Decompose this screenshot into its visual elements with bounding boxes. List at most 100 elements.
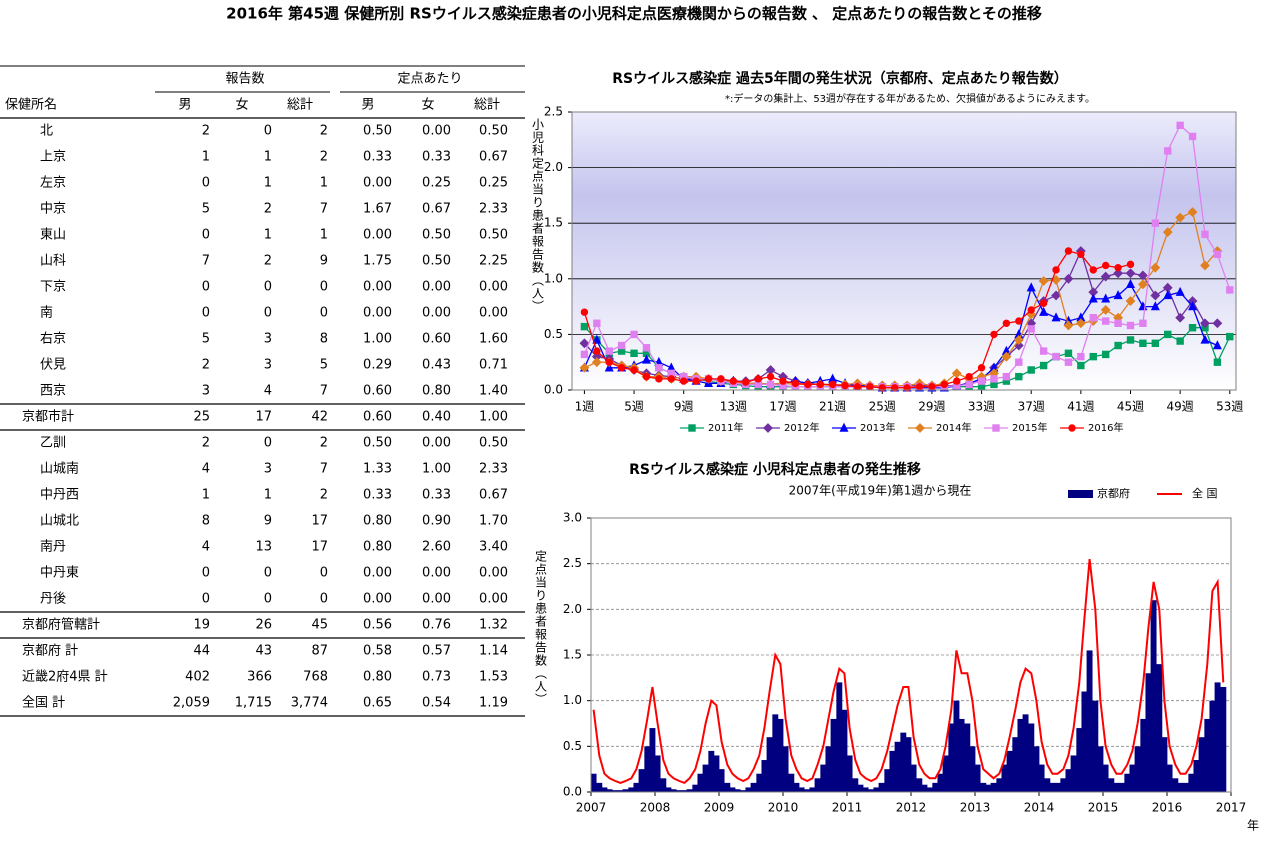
cell: 5 xyxy=(202,332,210,347)
bar xyxy=(1038,764,1045,792)
x-tick-label: 9週 xyxy=(674,400,694,414)
bar xyxy=(681,790,688,792)
cell: 366 xyxy=(247,670,272,685)
point xyxy=(779,377,787,385)
cell: 0.60 xyxy=(363,410,392,425)
y-tick-label: 2.0 xyxy=(544,160,563,174)
cell: 0.67 xyxy=(479,150,508,165)
series-line xyxy=(584,211,1218,387)
cell: 2 xyxy=(264,254,272,269)
point xyxy=(1175,312,1186,323)
point xyxy=(1077,250,1085,259)
bar xyxy=(1198,737,1205,792)
cell: 3 xyxy=(202,384,210,399)
bar xyxy=(798,787,805,792)
bar xyxy=(1065,769,1072,792)
cell: 0.60 xyxy=(363,384,392,399)
point xyxy=(1113,290,1123,300)
row-name: 山城南 xyxy=(40,461,79,477)
row-name: 京都市計 xyxy=(22,409,74,425)
y-tick-label: 0.5 xyxy=(563,739,582,753)
bar xyxy=(900,732,907,792)
point xyxy=(953,377,961,385)
point xyxy=(1150,301,1160,311)
row-name: 中丹東 xyxy=(40,565,79,581)
point xyxy=(1163,290,1173,300)
cell: 0.33 xyxy=(363,488,392,503)
bar xyxy=(772,714,779,792)
bar xyxy=(1092,700,1099,792)
point xyxy=(1064,358,1073,366)
point xyxy=(1200,334,1210,344)
bar xyxy=(809,787,816,792)
cell: 13 xyxy=(255,540,272,555)
y-axis-label: 小児科定点当り患者報告数（人） xyxy=(531,118,545,313)
point xyxy=(828,380,837,389)
point xyxy=(853,382,862,391)
bar xyxy=(1060,778,1067,792)
point xyxy=(1200,260,1210,271)
point xyxy=(915,382,924,391)
point xyxy=(1089,266,1097,274)
point xyxy=(1039,347,1048,355)
cell: 0 xyxy=(202,592,210,607)
cell: 0.00 xyxy=(363,306,392,321)
bar xyxy=(814,778,821,792)
y-tick-label: 2.5 xyxy=(563,556,582,570)
bar xyxy=(905,737,912,792)
row-name: 京都府管轄計 xyxy=(22,617,100,633)
legend-label: 2011年 xyxy=(708,421,743,434)
cell: 43 xyxy=(255,644,272,659)
point xyxy=(890,384,899,392)
cell: 0.33 xyxy=(422,488,451,503)
bar xyxy=(1166,764,1173,792)
point xyxy=(729,377,738,385)
bar xyxy=(1081,691,1088,792)
bar xyxy=(1076,728,1083,792)
bar xyxy=(660,778,667,792)
cell: 0.00 xyxy=(363,566,392,581)
point xyxy=(1027,306,1035,314)
point xyxy=(605,347,613,355)
point xyxy=(804,380,812,389)
point xyxy=(791,379,800,388)
y-tick-label: 1.5 xyxy=(563,648,582,662)
plot-frame xyxy=(571,111,1237,391)
bar xyxy=(1134,746,1141,792)
cell: 0.50 xyxy=(422,254,451,269)
cell: 0 xyxy=(320,592,328,607)
point xyxy=(1176,337,1184,345)
cell: 0 xyxy=(264,280,272,295)
bar xyxy=(628,787,635,792)
point xyxy=(1002,372,1011,381)
legend-label: 全 国 xyxy=(1192,486,1218,500)
bar xyxy=(718,769,725,792)
point xyxy=(642,372,651,381)
bar xyxy=(1097,746,1104,792)
bar xyxy=(958,718,965,792)
point xyxy=(1064,247,1073,255)
x-tick-label: 13週 xyxy=(720,400,747,414)
legend-marker xyxy=(992,424,1000,432)
cell: 5 xyxy=(202,202,210,217)
cell: 7 xyxy=(202,254,210,269)
point xyxy=(641,354,651,364)
chart-subtitle: *:データの集計上、53週が存在する年があるため、欠損値があるようにみえます。 xyxy=(725,92,1095,105)
bar xyxy=(692,784,699,792)
x-tick-label: 5週 xyxy=(624,400,644,414)
row-name: 中丹西 xyxy=(40,488,79,503)
bar xyxy=(1172,778,1179,792)
x-tick-label: 2011 xyxy=(832,801,863,815)
bar xyxy=(702,764,709,792)
cell: 1.70 xyxy=(479,514,508,529)
bar xyxy=(740,790,747,792)
point xyxy=(605,358,613,366)
row-name: 上京 xyxy=(40,150,66,165)
column-header: 女 xyxy=(235,98,248,113)
point xyxy=(580,322,589,331)
bar xyxy=(654,755,661,792)
bar xyxy=(686,789,693,792)
row-name: 南 xyxy=(40,305,53,321)
cell: 2 xyxy=(320,436,328,451)
